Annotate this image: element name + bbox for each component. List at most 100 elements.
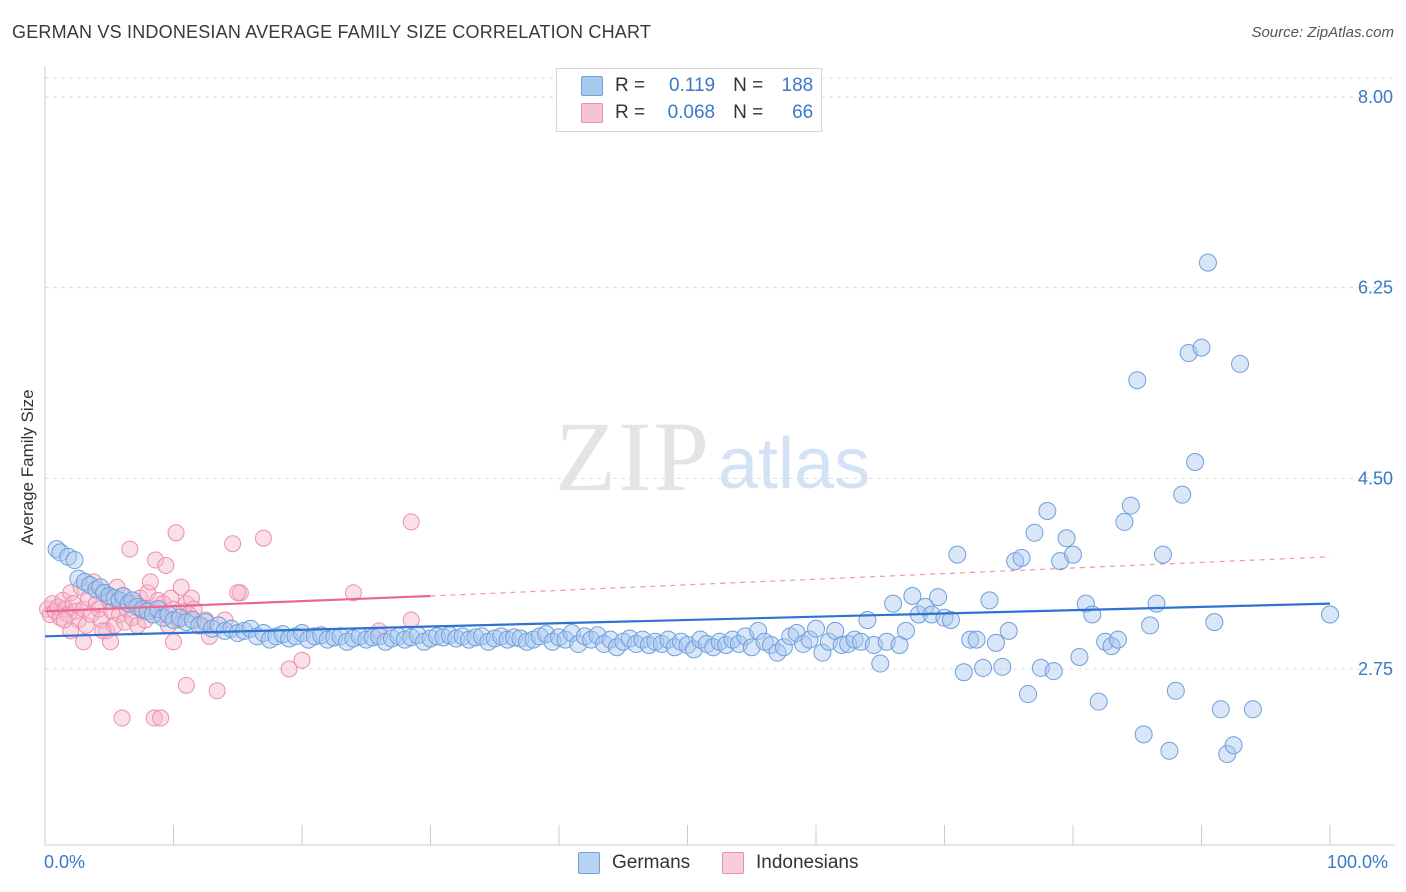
- indonesians-point: [102, 633, 120, 651]
- germans-point: [1153, 545, 1172, 564]
- germans-legend-label: Germans: [612, 852, 691, 873]
- germans-point: [447, 629, 466, 648]
- indonesians-point: [77, 616, 95, 634]
- germans-point: [1064, 545, 1082, 564]
- indonesians-point: [145, 709, 163, 727]
- germans-point: [427, 627, 446, 646]
- germans-point: [813, 643, 832, 662]
- germans-point: [986, 633, 1005, 652]
- germans-point: [1173, 485, 1192, 504]
- germans-point: [1160, 741, 1179, 760]
- y-tick-label: 2.75: [1358, 659, 1393, 679]
- indonesians-point: [177, 676, 195, 694]
- indonesians-point: [224, 535, 242, 553]
- legend-item-germans[interactable]: Germans: [578, 852, 690, 874]
- indonesians-point: [55, 611, 73, 629]
- watermark-atlas: atlas: [718, 424, 870, 504]
- watermark: ZIP atlas: [555, 401, 870, 512]
- germans-point: [344, 629, 363, 648]
- germans-point: [871, 654, 890, 673]
- chart-title: GERMAN VS INDONESIAN AVERAGE FAMILY SIZE…: [12, 22, 652, 42]
- germans-point: [65, 551, 84, 570]
- germans-point: [1321, 605, 1339, 624]
- germans-point: [884, 594, 903, 613]
- germans-point: [1147, 594, 1166, 613]
- germans-point: [1038, 502, 1057, 521]
- axes: [44, 66, 1395, 846]
- germans-point: [1224, 736, 1243, 755]
- germans-point: [807, 619, 825, 638]
- germans-point: [1231, 354, 1250, 373]
- germans-point: [999, 621, 1018, 640]
- germans-point: [498, 630, 517, 649]
- r-label: R =: [615, 75, 646, 96]
- germans-point: [1102, 637, 1121, 656]
- germans-point: [941, 610, 960, 629]
- n-label: N =: [733, 102, 764, 123]
- r-label: R =: [615, 102, 646, 123]
- germans-point: [1012, 548, 1031, 567]
- germans-point: [800, 630, 819, 649]
- germans-point: [896, 621, 915, 640]
- germans-point: [948, 545, 967, 564]
- germans-swatch: [581, 76, 603, 96]
- germans-trend-line: [44, 602, 1331, 638]
- series-legend: Germans Indonesians: [0, 852, 1406, 878]
- germans-point: [929, 588, 948, 607]
- germans-point: [95, 583, 114, 602]
- trend-lines: [44, 556, 1331, 638]
- y-tick-label: 6.25: [1358, 278, 1393, 298]
- x-tick-label-max: 100.0%: [1327, 852, 1389, 872]
- germans-point: [1243, 700, 1262, 719]
- germans-point: [485, 629, 504, 648]
- germans-point: [1192, 338, 1211, 357]
- germans-points: [47, 253, 1339, 763]
- germans-point: [1076, 594, 1095, 613]
- germans-point: [1141, 616, 1160, 635]
- germans-point: [1108, 630, 1127, 649]
- germans-point: [1134, 725, 1153, 744]
- germans-point: [774, 638, 793, 657]
- germans-point: [1186, 452, 1205, 471]
- indonesians-point: [152, 709, 170, 727]
- indonesians-point: [344, 584, 362, 602]
- germans-point: [434, 628, 453, 647]
- indonesians-point: [157, 556, 175, 574]
- indonesians-point: [167, 524, 185, 542]
- indonesians-n-value: 66: [792, 102, 814, 123]
- germans-r-value: 0.119: [668, 75, 716, 96]
- germans-point: [1070, 648, 1089, 667]
- germans-point: [1019, 685, 1038, 704]
- germans-point: [903, 587, 922, 606]
- germans-point: [1089, 692, 1108, 711]
- y-tick-label: 4.50: [1358, 468, 1393, 488]
- indonesians-r-value: 0.068: [667, 102, 716, 123]
- indonesians-point: [62, 584, 80, 602]
- indonesians-point: [116, 613, 134, 631]
- germans-point: [382, 629, 401, 648]
- germans-point: [1211, 700, 1230, 719]
- indonesians-point: [172, 578, 190, 596]
- germans-point: [974, 658, 993, 677]
- germans-point: [1115, 512, 1134, 531]
- germans-point: [1057, 529, 1076, 548]
- legend-row-germans: R = 0.119 N = 188: [581, 74, 813, 98]
- indonesians-point: [75, 633, 93, 651]
- indonesians-point: [208, 682, 226, 700]
- watermark-zip: ZIP: [555, 401, 711, 512]
- indonesians-trend-line: [44, 594, 431, 613]
- legend-item-indonesians[interactable]: Indonesians: [722, 852, 858, 874]
- germans-point: [149, 600, 168, 619]
- indonesians-trend-extension: [430, 556, 1331, 597]
- germans-point: [421, 629, 440, 648]
- germans-point: [1025, 523, 1044, 542]
- germans-legend-swatch: [578, 852, 600, 874]
- germans-n-value: 188: [781, 75, 814, 96]
- indonesians-point: [280, 660, 298, 678]
- indonesians-point: [254, 529, 272, 547]
- germans-point: [1044, 662, 1063, 681]
- stats-legend: R = 0.119 N = 188 R = 0.068 N = 66: [556, 68, 822, 132]
- indonesians-swatch: [581, 103, 603, 123]
- germans-point: [858, 610, 877, 629]
